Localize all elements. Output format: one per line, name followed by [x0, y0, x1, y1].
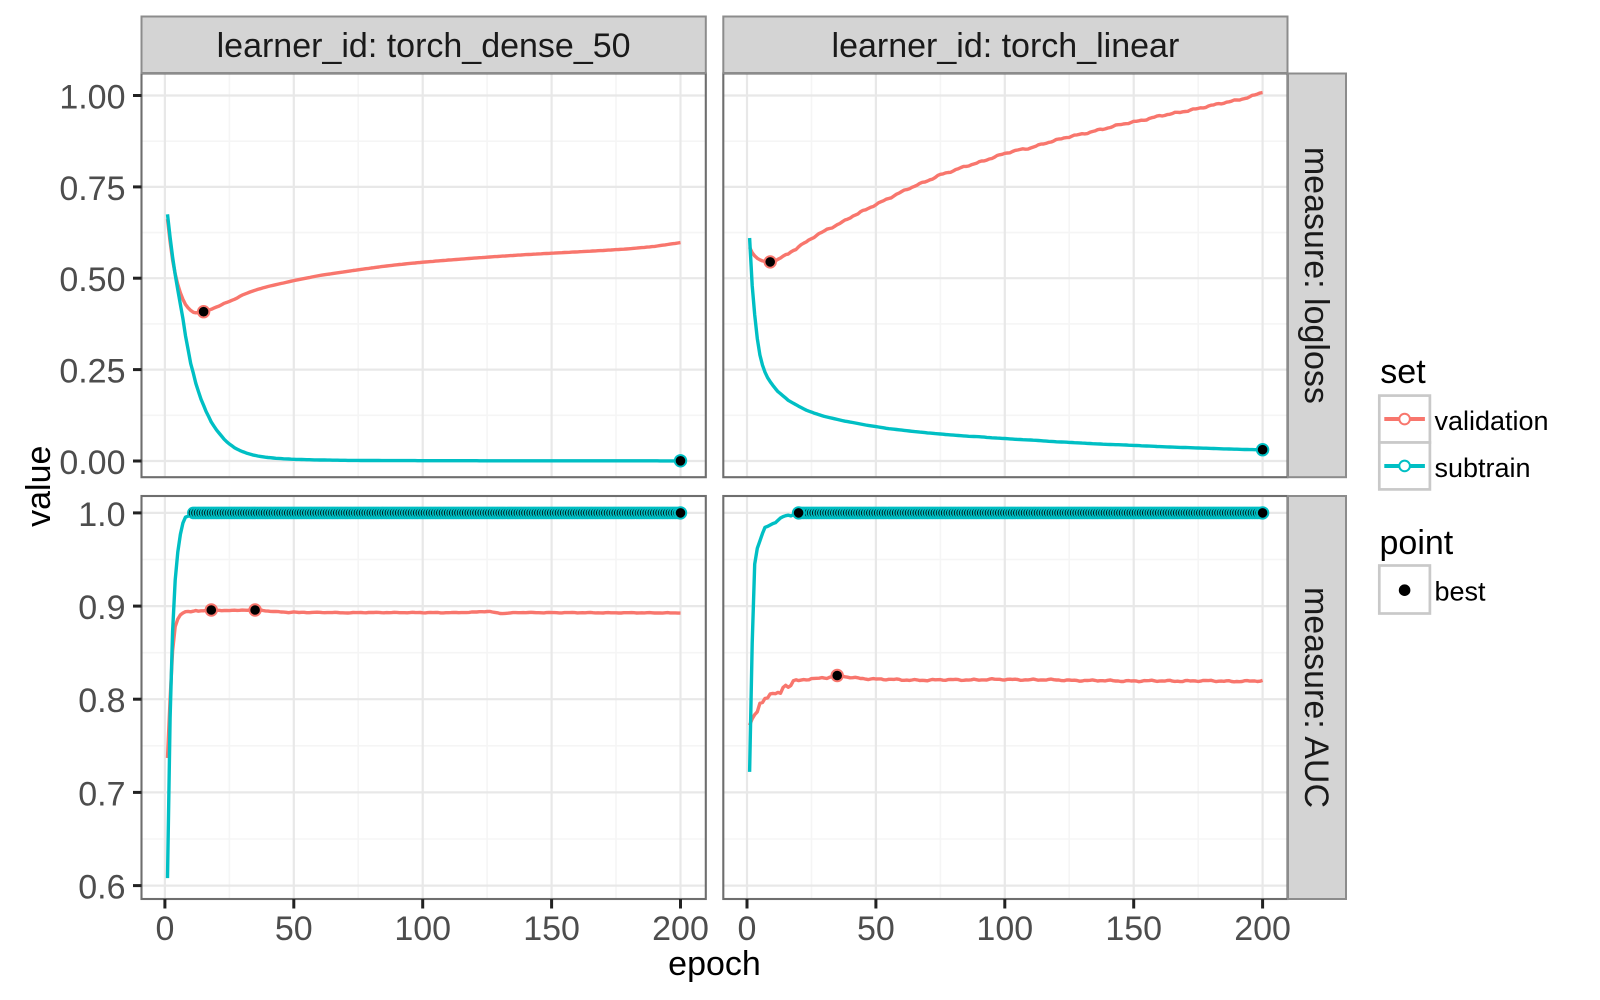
svg-text:0.9: 0.9	[78, 589, 125, 627]
svg-text:0.00: 0.00	[59, 444, 125, 482]
svg-text:150: 150	[523, 910, 580, 948]
svg-text:epoch: epoch	[668, 945, 761, 983]
svg-text:best: best	[1435, 576, 1487, 606]
svg-text:subtrain: subtrain	[1435, 453, 1531, 483]
svg-text:50: 50	[857, 910, 895, 948]
svg-text:1.0: 1.0	[78, 496, 125, 534]
svg-text:measure: logloss: measure: logloss	[1297, 147, 1335, 404]
svg-text:200: 200	[1234, 910, 1291, 948]
svg-text:validation: validation	[1435, 406, 1549, 436]
svg-text:0.8: 0.8	[78, 682, 125, 720]
svg-text:50: 50	[275, 910, 313, 948]
svg-text:0.7: 0.7	[78, 775, 125, 813]
svg-text:learner_id: torch_linear: learner_id: torch_linear	[832, 27, 1180, 65]
svg-text:1.00: 1.00	[59, 78, 125, 116]
svg-text:0.6: 0.6	[78, 869, 125, 907]
svg-text:0.75: 0.75	[59, 170, 125, 208]
svg-text:0.50: 0.50	[59, 261, 125, 299]
svg-text:100: 100	[976, 910, 1033, 948]
svg-text:set: set	[1380, 353, 1426, 391]
svg-text:point: point	[1380, 524, 1454, 562]
svg-text:200: 200	[652, 910, 709, 948]
svg-text:0: 0	[155, 910, 174, 948]
svg-text:150: 150	[1105, 910, 1162, 948]
svg-text:0.25: 0.25	[59, 353, 125, 391]
svg-text:100: 100	[394, 910, 451, 948]
svg-text:value: value	[20, 446, 58, 527]
svg-text:0: 0	[738, 910, 757, 948]
svg-text:measure: AUC: measure: AUC	[1297, 587, 1335, 808]
svg-text:learner_id: torch_dense_50: learner_id: torch_dense_50	[217, 27, 631, 65]
